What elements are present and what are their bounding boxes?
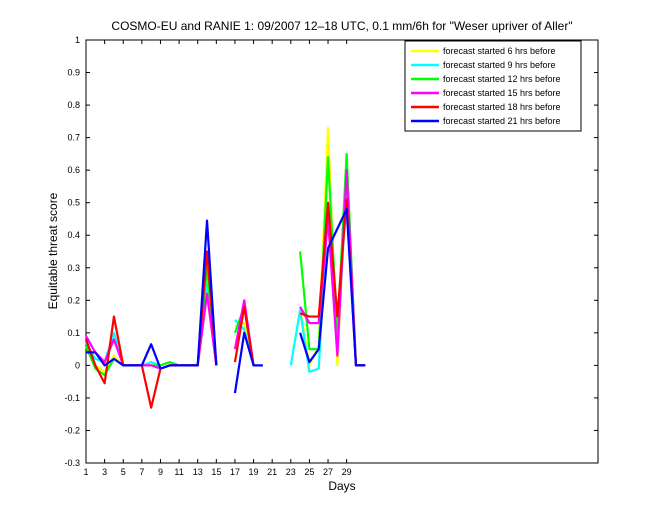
axis-ticks: 1 3 5 7 9 11 13 15 17 19 21 23 25 27 29-0.3-0.2-0.100.… — [64, 35, 598, 477]
x-tick-label: 29 — [342, 467, 352, 477]
legend: forecast started 6 hrs before forecast st… — [404, 40, 582, 132]
series-segment — [86, 219, 218, 370]
series-layer — [84, 126, 366, 409]
legend-label: forecast started 6 hrs before — [443, 46, 556, 56]
x-tick-label: 15 — [211, 467, 221, 477]
y-tick-label: 0.8 — [67, 100, 80, 110]
y-tick-label: -0.3 — [64, 458, 80, 468]
series-line-6 — [86, 208, 366, 394]
y-tick-label: 0.7 — [67, 133, 80, 143]
legend-label: forecast started 18 hrs before — [443, 102, 561, 112]
x-tick-label: 1 — [83, 467, 88, 477]
y-axis-label: Equitable threat score — [46, 192, 60, 309]
chart-title: COSMO-EU and RANIE 1: 09/2007 12–18 UTC,… — [111, 19, 572, 33]
series-segment — [299, 208, 366, 367]
y-tick-label: 0.6 — [67, 165, 80, 175]
x-tick-label: 7 — [139, 467, 144, 477]
y-tick-label: 0 — [75, 360, 80, 370]
legend-label: forecast started 9 hrs before — [443, 60, 556, 70]
x-tick-label: 21 — [267, 467, 277, 477]
x-axis-label: Days — [328, 479, 355, 493]
legend-label: forecast started 15 hrs before — [443, 88, 561, 98]
x-tick-label: 11 — [174, 467, 183, 477]
legend-item-1: forecast started 6 hrs before — [411, 46, 556, 56]
y-tick-label: 0.3 — [67, 263, 80, 273]
y-tick-label: 0.4 — [67, 230, 80, 240]
y-tick-label: 0.1 — [67, 328, 80, 338]
x-tick-label: 17 — [230, 467, 240, 477]
legend-item-3: forecast started 12 hrs before — [411, 74, 561, 84]
legend-item-2: forecast started 9 hrs before — [411, 60, 556, 70]
legend-item-5: forecast started 18 hrs before — [411, 102, 561, 112]
legend-label: forecast started 12 hrs before — [443, 74, 561, 84]
y-tick-label: 0.5 — [67, 198, 80, 208]
x-tick-label: 13 — [193, 467, 203, 477]
y-tick-label: -0.2 — [64, 425, 80, 435]
x-tick-label: 25 — [304, 467, 314, 477]
x-tick-label: 3 — [102, 467, 107, 477]
legend-box — [404, 40, 582, 132]
y-tick-label: 1 — [75, 35, 80, 45]
x-tick-label: 19 — [249, 467, 259, 477]
x-tick-label: 9 — [158, 467, 163, 477]
legend-label: forecast started 21 hrs before — [443, 116, 561, 126]
legend-item-6: forecast started 21 hrs before — [411, 116, 561, 126]
x-tick-label: 27 — [323, 467, 333, 477]
series-segment — [233, 305, 255, 366]
legend-item-4: forecast started 15 hrs before — [411, 88, 561, 98]
x-tick-label: 23 — [286, 467, 296, 477]
y-tick-label: 0.2 — [67, 295, 80, 305]
series-segment — [233, 331, 263, 394]
x-tick-label: 5 — [121, 467, 126, 477]
y-tick-label: 0.9 — [67, 68, 80, 78]
y-tick-label: -0.1 — [64, 393, 80, 403]
